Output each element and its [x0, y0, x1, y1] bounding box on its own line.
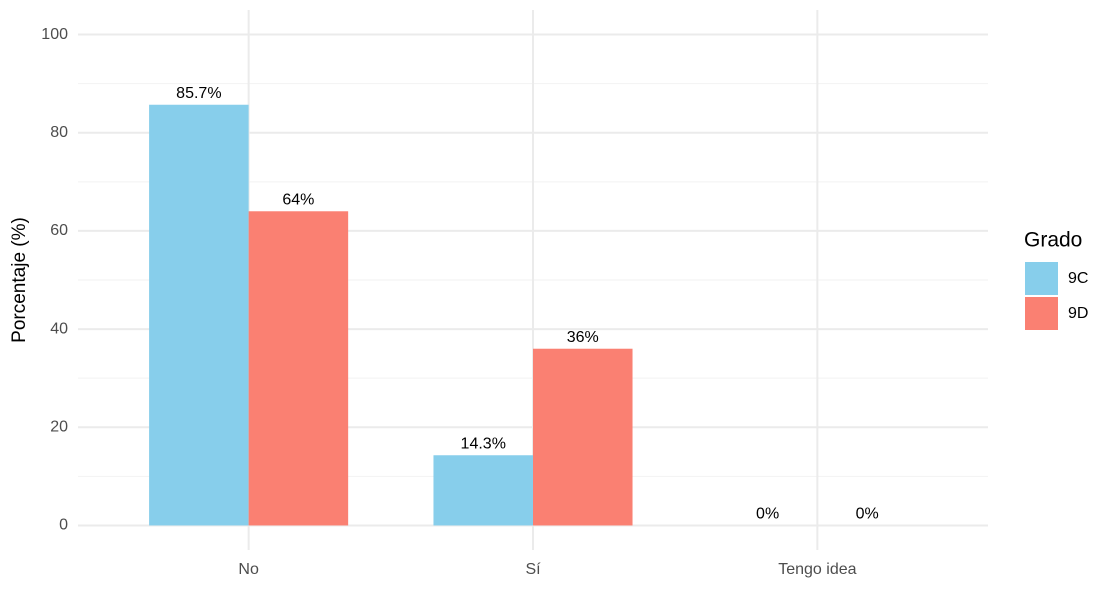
value-label: 64%: [282, 191, 314, 208]
value-label: 14.3%: [461, 435, 506, 452]
y-tick-label: 100: [41, 26, 68, 43]
legend-key: [1025, 297, 1058, 330]
y-tick-label: 40: [50, 320, 68, 337]
value-label: 0%: [756, 506, 779, 523]
x-tick-label: No: [238, 561, 259, 578]
value-label: 0%: [856, 506, 879, 523]
y-tick-label: 60: [50, 222, 68, 239]
legend-key: [1025, 262, 1058, 295]
bar: [248, 211, 349, 526]
bar: [433, 455, 533, 526]
y-axis-title: Porcentaje (%): [9, 217, 30, 343]
legend-label: 9C: [1068, 270, 1088, 287]
bar: [149, 104, 249, 526]
bar: [533, 348, 633, 526]
y-tick-label: 20: [50, 418, 68, 435]
x-tick-label: Tengo idea: [778, 561, 856, 578]
value-label: 36%: [567, 329, 599, 346]
y-tick-label: 0: [59, 517, 68, 534]
y-tick-label: 80: [50, 124, 68, 141]
legend-label: 9D: [1068, 305, 1088, 322]
legend-title: Grado: [1024, 229, 1082, 252]
value-label: 85.7%: [176, 85, 221, 102]
x-tick-label: Sí: [525, 561, 541, 578]
